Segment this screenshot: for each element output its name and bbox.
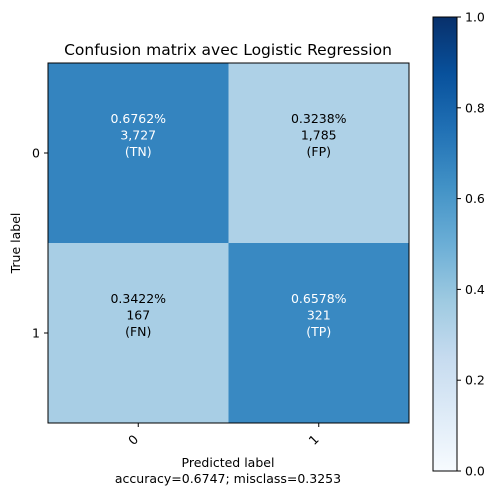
colorbar-tick-label-4: 0.8 bbox=[465, 100, 485, 115]
cell-tag-1-1: (TP) bbox=[306, 324, 331, 339]
colorbar-tick-label-5: 1.0 bbox=[465, 10, 485, 25]
colorbar-tick-label-2: 0.4 bbox=[465, 282, 485, 297]
cell-percent-1-0: 0.3422% bbox=[110, 291, 166, 306]
cell-count-0-1: 1,785 bbox=[301, 128, 337, 143]
matrix-cell-0-0 bbox=[48, 63, 229, 243]
matrix-cells bbox=[48, 63, 409, 423]
cell-tag-0-1: (FP) bbox=[307, 144, 331, 159]
colorbar-tick-label-3: 0.6 bbox=[465, 191, 485, 206]
cell-tag-1-0: (FN) bbox=[125, 324, 151, 339]
plot-frame bbox=[47, 62, 410, 424]
cell-percent-0-0: 0.6762% bbox=[110, 111, 166, 126]
x-tick-label-1: 1 bbox=[305, 432, 321, 448]
cell-count-1-1: 321 bbox=[307, 308, 331, 323]
cell-annotations: 0.6762% 3,727(TN) 0.3238% 1,785(FP) 0.3422% 1… bbox=[110, 111, 346, 339]
cell-tag-0-0: (TN) bbox=[125, 144, 152, 159]
y-axis-ticks: 01 bbox=[32, 146, 48, 341]
colorbar-tick-label-0: 0.0 bbox=[465, 464, 485, 479]
cell-count-0-0: 3,727 bbox=[120, 128, 156, 143]
y-axis-label: True label bbox=[8, 213, 23, 275]
x-axis-label: Predicted label bbox=[182, 455, 275, 470]
chart-title: Confusion matrix avec Logistic Regressio… bbox=[64, 41, 392, 59]
y-tick-label-1: 1 bbox=[32, 326, 40, 341]
matrix-cell-1-1 bbox=[228, 243, 409, 423]
cell-percent-1-1: 0.6578% bbox=[291, 291, 347, 306]
colorbar bbox=[432, 16, 458, 472]
x-tick-label-0: 0 bbox=[125, 432, 141, 448]
matrix-cell-0-1 bbox=[228, 63, 409, 243]
colorbar-tick-label-1: 0.2 bbox=[465, 373, 485, 388]
x-axis-sublabel: accuracy=0.6747; misclass=0.3253 bbox=[115, 471, 341, 486]
cell-percent-0-1: 0.3238% bbox=[291, 111, 347, 126]
cell-count-1-0: 167 bbox=[126, 308, 150, 323]
colorbar-ticks: 0.0 0.2 0.4 0.6 0.8 1.0 bbox=[457, 10, 485, 479]
matrix-cell-1-0 bbox=[48, 243, 229, 423]
y-tick-label-0: 0 bbox=[32, 146, 40, 161]
